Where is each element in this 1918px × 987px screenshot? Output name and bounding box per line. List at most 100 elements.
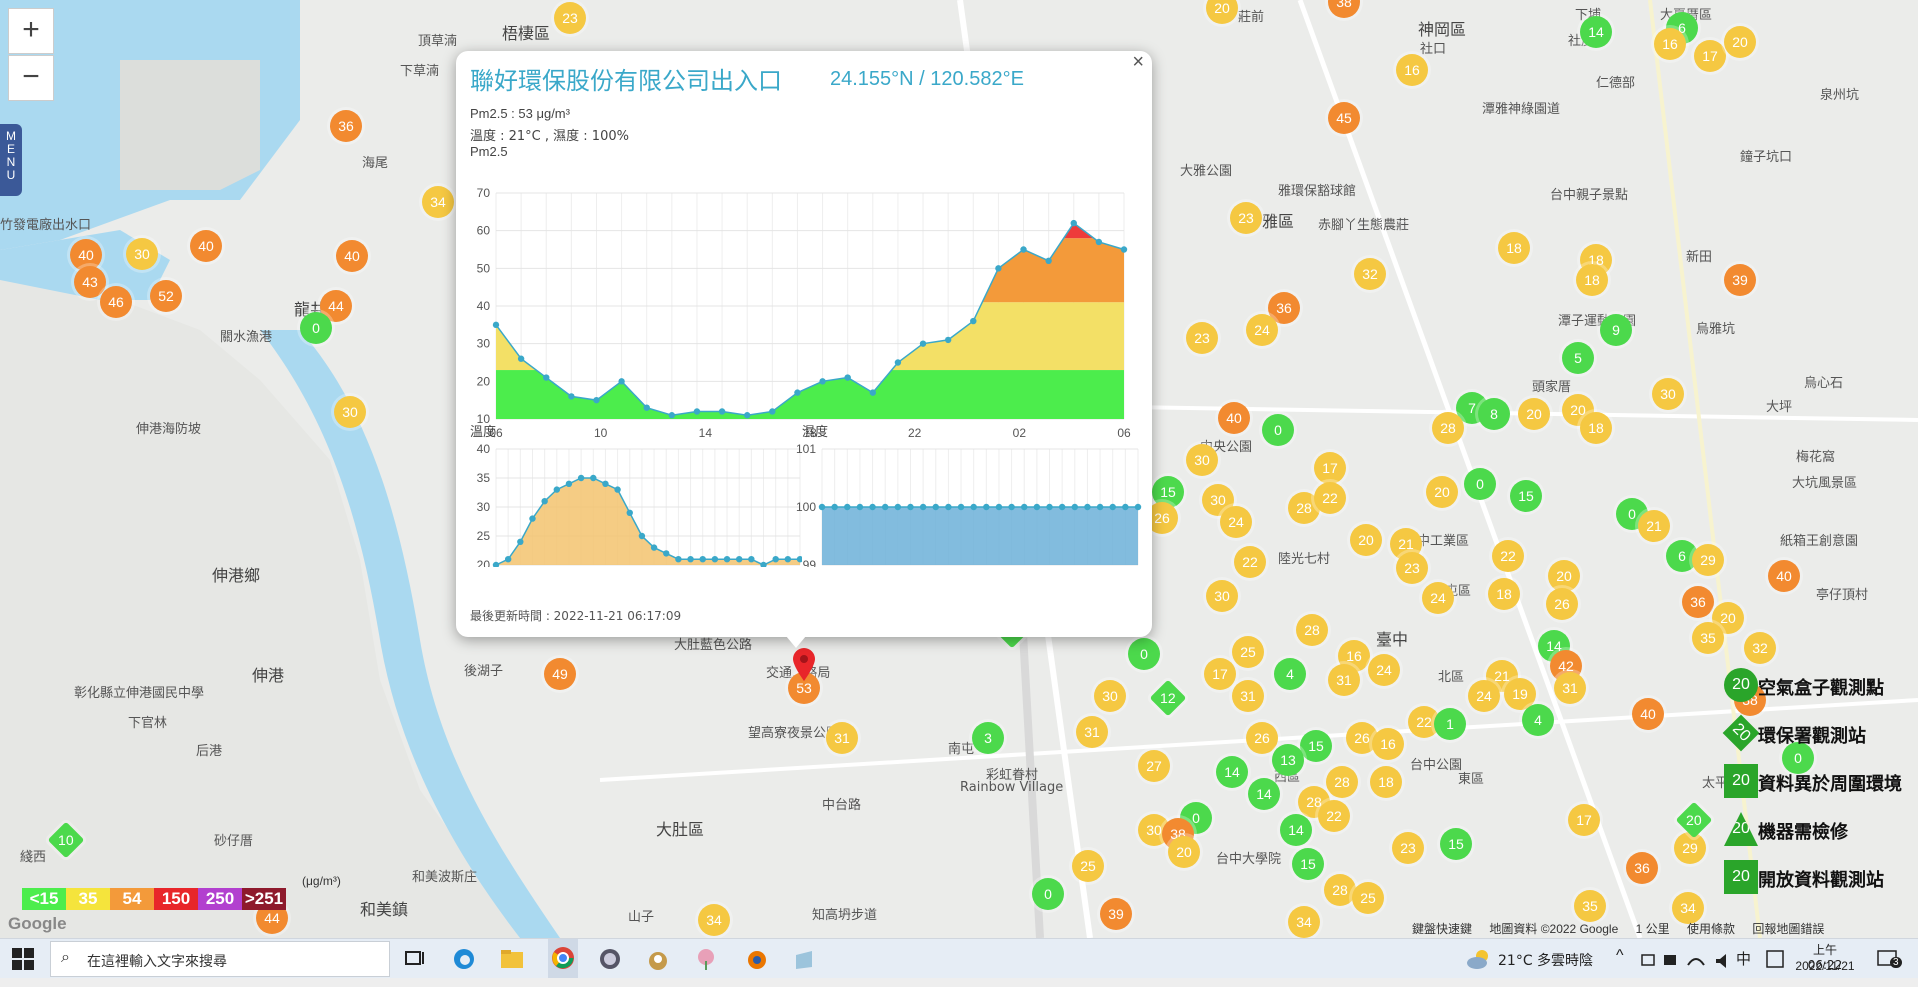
blender-icon[interactable] bbox=[744, 945, 770, 973]
station-marker[interactable]: 35 bbox=[1692, 622, 1724, 654]
clock-time[interactable]: 上午 06:22 bbox=[1807, 943, 1843, 972]
station-marker[interactable]: 28 bbox=[1326, 766, 1358, 798]
location-pin-icon[interactable] bbox=[792, 648, 816, 682]
station-marker[interactable]: 3 bbox=[972, 722, 1004, 754]
station-marker[interactable]: 20 bbox=[1724, 26, 1756, 58]
station-marker[interactable]: 9 bbox=[1600, 314, 1632, 346]
station-marker[interactable]: 20 bbox=[1168, 836, 1200, 868]
station-marker[interactable]: 36 bbox=[330, 110, 362, 142]
station-marker[interactable]: 40 bbox=[336, 240, 368, 272]
ime-indicator[interactable]: 中 bbox=[1736, 950, 1752, 968]
station-marker[interactable]: 22 bbox=[1234, 546, 1266, 578]
station-marker[interactable]: 15 bbox=[1510, 480, 1542, 512]
chrome-icon[interactable] bbox=[548, 939, 578, 978]
scale-label[interactable]: 1 公里 bbox=[1635, 922, 1670, 936]
clock-date[interactable]: 2022/11/21 bbox=[1795, 959, 1855, 973]
station-marker[interactable]: 20 bbox=[1426, 476, 1458, 508]
station-marker[interactable]: 34 bbox=[698, 904, 730, 936]
station-marker[interactable]: 28 bbox=[1432, 412, 1464, 444]
station-marker[interactable]: 31 bbox=[826, 722, 858, 754]
station-marker[interactable]: 34 bbox=[1672, 892, 1704, 924]
station-marker[interactable]: 4 bbox=[1274, 658, 1306, 690]
station-marker[interactable]: 14 bbox=[1248, 778, 1280, 810]
station-marker[interactable]: 20 bbox=[1548, 560, 1580, 592]
station-marker[interactable]: 17 bbox=[1204, 658, 1236, 690]
station-marker[interactable]: 27 bbox=[1138, 750, 1170, 782]
station-marker[interactable]: 14 bbox=[1216, 756, 1248, 788]
app-flower-icon[interactable] bbox=[694, 945, 720, 973]
station-marker[interactable]: 0 bbox=[1032, 878, 1064, 910]
terms-link[interactable]: 使用條款 bbox=[1686, 922, 1735, 936]
station-marker[interactable]: 17 bbox=[1694, 40, 1726, 72]
station-marker[interactable]: 36 bbox=[1268, 292, 1300, 324]
station-marker[interactable]: 30 bbox=[1206, 580, 1238, 612]
station-marker[interactable]: 25 bbox=[1352, 882, 1384, 914]
station-marker[interactable]: 15 bbox=[1300, 730, 1332, 762]
station-marker[interactable]: 22 bbox=[1314, 482, 1346, 514]
station-marker[interactable]: 32 bbox=[1744, 632, 1776, 664]
station-marker[interactable]: 18 bbox=[1370, 766, 1402, 798]
station-marker[interactable]: 20 bbox=[1518, 398, 1550, 430]
input-mode-icon[interactable] bbox=[1766, 945, 1788, 973]
station-marker[interactable]: 8 bbox=[1478, 398, 1510, 430]
station-marker[interactable]: 36 bbox=[1682, 586, 1714, 618]
station-marker[interactable]: 40 bbox=[70, 239, 102, 271]
station-marker[interactable]: 43 bbox=[74, 266, 106, 298]
station-marker[interactable]: 0 bbox=[1782, 742, 1814, 774]
station-marker[interactable]: 17 bbox=[1568, 804, 1600, 836]
station-marker[interactable]: 14 bbox=[1280, 814, 1312, 846]
station-marker[interactable]: 31 bbox=[1328, 664, 1360, 696]
station-marker[interactable]: 23 bbox=[1392, 832, 1424, 864]
station-marker[interactable]: 30 bbox=[1186, 444, 1218, 476]
station-marker[interactable]: 35 bbox=[1574, 890, 1606, 922]
app-compass-icon[interactable] bbox=[598, 945, 624, 973]
station-marker[interactable]: 30 bbox=[126, 238, 158, 270]
station-marker[interactable]: 34 bbox=[422, 186, 454, 218]
station-marker[interactable]: 24 bbox=[1422, 582, 1454, 614]
station-marker[interactable]: 25 bbox=[1072, 850, 1104, 882]
station-marker[interactable]: 30 bbox=[334, 396, 366, 428]
station-marker[interactable]: 24 bbox=[1220, 506, 1252, 538]
zoom-in-button[interactable]: + bbox=[8, 8, 54, 54]
station-marker[interactable]: 18 bbox=[1580, 412, 1612, 444]
station-marker[interactable]: 4 bbox=[1522, 704, 1554, 736]
station-marker[interactable]: 46 bbox=[100, 286, 132, 318]
station-marker[interactable]: 39 bbox=[1724, 264, 1756, 296]
station-marker[interactable]: 30 bbox=[1094, 680, 1126, 712]
station-marker[interactable]: 40 bbox=[1632, 698, 1664, 730]
station-marker[interactable]: 23 bbox=[1230, 202, 1262, 234]
station-marker[interactable]: 5 bbox=[1562, 342, 1594, 374]
notifications-icon[interactable]: 3 bbox=[1876, 945, 1908, 973]
station-marker[interactable]: 26 bbox=[1546, 588, 1578, 620]
station-marker[interactable]: 15 bbox=[1292, 848, 1324, 880]
chevron-up-icon[interactable]: ^ bbox=[1616, 947, 1624, 964]
station-marker[interactable]: 34 bbox=[1288, 906, 1320, 938]
station-marker[interactable]: 38 bbox=[1328, 0, 1360, 18]
edge-icon[interactable] bbox=[452, 945, 478, 973]
station-marker[interactable]: 29 bbox=[1692, 544, 1724, 576]
station-marker[interactable]: 22 bbox=[1408, 706, 1440, 738]
station-marker[interactable]: 15 bbox=[1440, 828, 1472, 860]
task-view-icon[interactable] bbox=[404, 945, 426, 973]
station-marker[interactable]: 40 bbox=[1768, 560, 1800, 592]
station-marker[interactable]: 13 bbox=[1272, 744, 1304, 776]
station-marker[interactable]: 52 bbox=[150, 280, 182, 312]
station-marker[interactable]: 31 bbox=[1554, 672, 1586, 704]
taskbar-search-box[interactable]: ⌕ 在這裡輸入文字來搜尋 bbox=[50, 941, 390, 977]
system-tray-icons[interactable] bbox=[1640, 945, 1750, 973]
file-explorer-icon[interactable] bbox=[500, 945, 526, 973]
station-marker[interactable]: 30 bbox=[1652, 378, 1684, 410]
station-marker[interactable]: 18 bbox=[1488, 578, 1520, 610]
station-marker[interactable]: 20 bbox=[1350, 524, 1382, 556]
weather-text[interactable]: 21°C 多雲時陰 bbox=[1498, 953, 1594, 969]
station-marker[interactable]: 18 bbox=[1498, 232, 1530, 264]
station-marker[interactable]: 40 bbox=[190, 230, 222, 262]
station-marker[interactable]: 17 bbox=[1314, 452, 1346, 484]
windows-start-icon[interactable] bbox=[12, 945, 36, 973]
station-marker[interactable]: 29 bbox=[1674, 832, 1706, 864]
station-marker[interactable]: 40 bbox=[1218, 402, 1250, 434]
station-marker[interactable]: 0 bbox=[300, 312, 332, 344]
zoom-out-button[interactable]: − bbox=[8, 55, 54, 101]
station-marker[interactable]: 0 bbox=[1464, 468, 1496, 500]
